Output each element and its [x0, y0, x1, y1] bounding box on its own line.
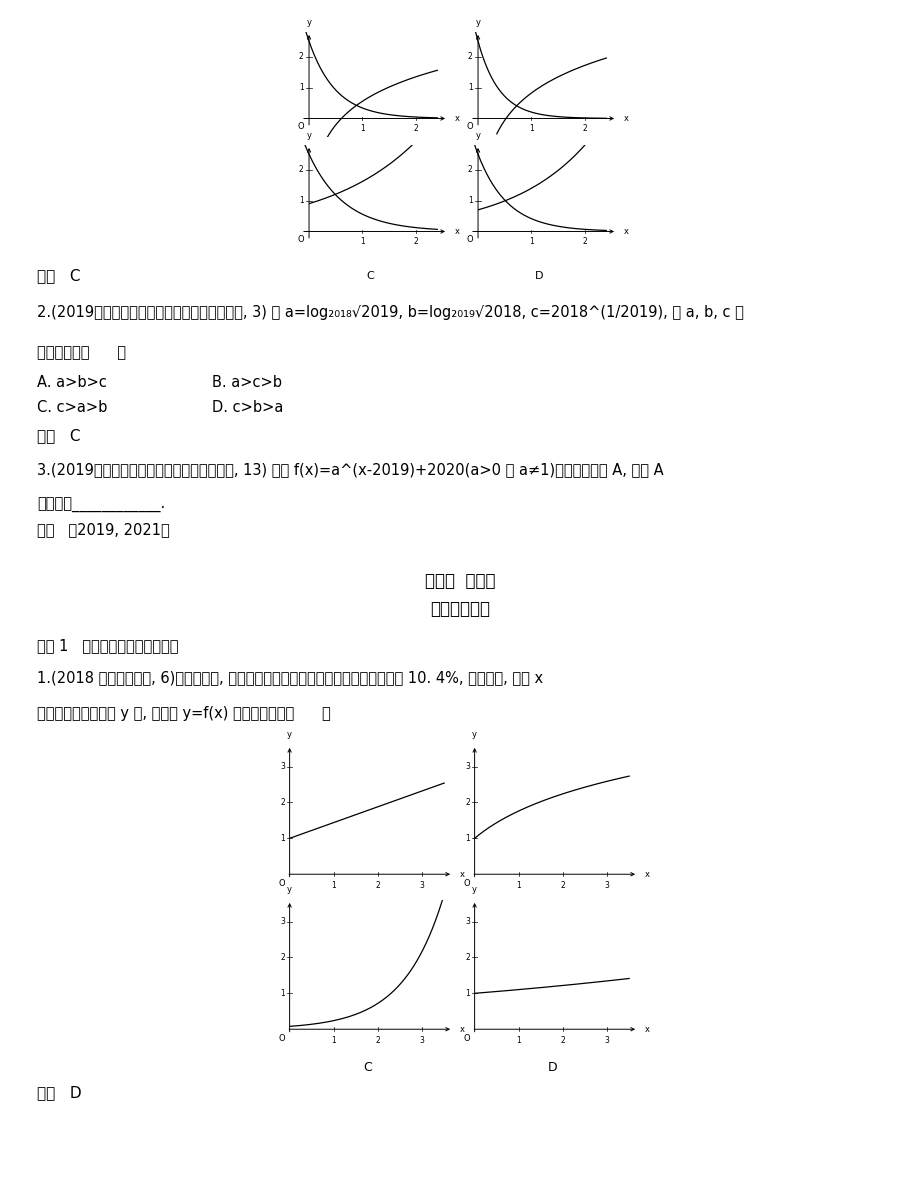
Text: y: y — [287, 730, 292, 738]
Text: x: x — [644, 870, 649, 879]
Text: O: O — [463, 879, 470, 888]
Text: 2: 2 — [465, 798, 470, 807]
Text: 答案   D: 答案 D — [37, 1085, 82, 1100]
Text: D. c>b>a: D. c>b>a — [211, 401, 283, 415]
Text: x: x — [460, 1025, 464, 1033]
Text: 年可能增长到原来的 y 倍, 则函数 y=f(x) 的图象大致为（      ）: 年可能增长到原来的 y 倍, 则函数 y=f(x) 的图象大致为（ ） — [37, 706, 330, 720]
Text: x: x — [623, 114, 628, 123]
Text: y: y — [471, 730, 477, 738]
Text: 1: 1 — [331, 1036, 335, 1045]
Text: 2: 2 — [468, 165, 472, 174]
Text: 3: 3 — [280, 917, 285, 925]
Text: 3: 3 — [465, 762, 470, 771]
Text: y: y — [306, 19, 312, 27]
Text: B: B — [535, 159, 543, 168]
Text: 答案   C: 答案 C — [37, 268, 80, 283]
Text: D: D — [535, 271, 543, 281]
Text: 2: 2 — [280, 798, 285, 807]
Text: 1: 1 — [465, 834, 470, 843]
Text: 2: 2 — [414, 237, 418, 246]
Text: 2: 2 — [414, 124, 418, 133]
Text: 1: 1 — [516, 880, 520, 890]
Text: 1: 1 — [359, 124, 365, 133]
Text: 2: 2 — [375, 1036, 380, 1045]
Text: O: O — [463, 1033, 470, 1043]
Text: O: O — [278, 879, 285, 888]
Text: x: x — [460, 870, 464, 879]
Text: 【方法集训】: 【方法集训】 — [429, 600, 490, 619]
Text: 1: 1 — [359, 237, 365, 246]
Text: 2: 2 — [582, 124, 586, 133]
Text: O: O — [467, 122, 473, 130]
Text: 2: 2 — [280, 953, 285, 962]
Text: 的坐标为____________.: 的坐标为____________. — [37, 498, 165, 513]
Text: O: O — [467, 235, 473, 244]
Text: C. c>a>b: C. c>a>b — [37, 401, 107, 415]
Text: 2: 2 — [299, 165, 303, 174]
Text: 3: 3 — [465, 917, 470, 925]
Text: 1: 1 — [299, 83, 303, 92]
Text: 2.(2019湖北黄冈、华师附中等八校第一次联考, 3) 设 a=log₂₀₁₈√2019, b=log₂₀₁₉√2018, c=2018^(1/2019), : 2.(2019湖北黄冈、华师附中等八校第一次联考, 3) 设 a=log₂₀₁₈… — [37, 305, 743, 320]
Text: x: x — [454, 114, 459, 123]
Text: 1: 1 — [516, 1036, 520, 1045]
Text: B. a>c>b: B. a>c>b — [211, 374, 281, 390]
Text: 3: 3 — [419, 880, 424, 890]
Text: 2: 2 — [560, 880, 564, 890]
Text: x: x — [623, 228, 628, 236]
Text: 2: 2 — [465, 953, 470, 962]
Text: y: y — [475, 132, 480, 140]
Text: 1: 1 — [331, 880, 335, 890]
Text: A. a>b>c: A. a>b>c — [37, 374, 107, 390]
Text: 3: 3 — [419, 1036, 424, 1045]
Text: 答案   （2019, 2021）: 答案 （2019, 2021） — [37, 523, 169, 537]
Text: 3: 3 — [604, 1036, 609, 1045]
Text: 2: 2 — [582, 237, 586, 246]
Text: A: A — [363, 907, 372, 920]
Text: 3: 3 — [604, 880, 609, 890]
Text: y: y — [475, 19, 480, 27]
Text: C: C — [367, 271, 374, 281]
Text: O: O — [278, 1033, 285, 1043]
Text: B: B — [548, 907, 557, 920]
Text: 3: 3 — [280, 762, 285, 771]
Text: 1: 1 — [299, 196, 303, 205]
Text: 1: 1 — [280, 988, 285, 998]
Text: 答案   C: 答案 C — [37, 428, 80, 443]
Text: 大小关系是（      ）: 大小关系是（ ） — [37, 345, 126, 360]
Text: 1: 1 — [465, 988, 470, 998]
Text: 1: 1 — [528, 124, 533, 133]
Text: 方法 1   指数函数的图象及其应用: 方法 1 指数函数的图象及其应用 — [37, 638, 178, 653]
Text: O: O — [298, 235, 304, 244]
Text: 1: 1 — [468, 83, 472, 92]
Text: 2: 2 — [560, 1036, 564, 1045]
Text: x: x — [454, 228, 459, 236]
Text: C: C — [363, 1062, 372, 1075]
Text: y: y — [287, 884, 292, 893]
Text: x: x — [644, 1025, 649, 1033]
Text: 1: 1 — [280, 834, 285, 843]
Text: 2: 2 — [375, 880, 380, 890]
Text: 1.(2018 广东潮州期末, 6)在我国西北, 某地区荒漠化土地面积每年平均比上一年增长 10. 4%, 专家预测, 经过 x: 1.(2018 广东潮州期末, 6)在我国西北, 某地区荒漠化土地面积每年平均比… — [37, 670, 542, 685]
Text: 2: 2 — [468, 52, 472, 62]
Text: 1: 1 — [528, 237, 533, 246]
Text: 1: 1 — [468, 196, 472, 205]
Text: y: y — [306, 132, 312, 140]
Text: 炼技法  提能力: 炼技法 提能力 — [425, 572, 494, 590]
Text: 2: 2 — [299, 52, 303, 62]
Text: y: y — [471, 884, 477, 893]
Text: O: O — [298, 122, 304, 130]
Text: 3.(2019河南名校联盟尖子生第六次联合调研, 13) 函数 f(x)=a^(x-2019)+2020(a>0 且 a≠1)的图象过定点 A, 则点 A: 3.(2019河南名校联盟尖子生第六次联合调研, 13) 函数 f(x)=a^(… — [37, 462, 663, 478]
Text: A: A — [367, 159, 374, 168]
Text: D: D — [548, 1062, 557, 1075]
